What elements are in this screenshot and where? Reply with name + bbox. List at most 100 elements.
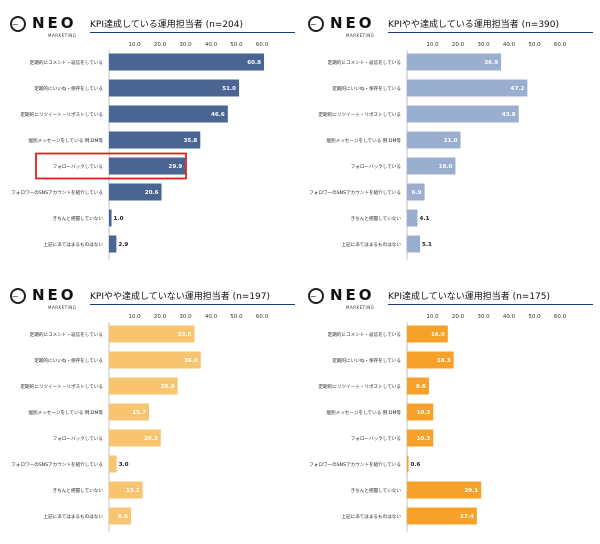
bar-chart-1: 10.0 20.0 30.0 40.0 50.0 60.0 定期的にコメント・返信をしている… [11,42,269,260]
category-label: きちんと把握していない [53,487,104,494]
logo-circle-icon [308,288,324,304]
neo-marketing-logo: ~ NEO MARKETING [10,286,100,310]
x-tick-label: 40.0 [503,314,516,320]
x-tick-label: 20.0 [154,314,167,320]
bar-value-label: 13.2 [126,488,140,494]
bar [407,79,528,97]
bar [109,455,117,473]
bar [109,157,186,175]
bar-value-label: 21.0 [444,138,458,144]
bar-chart-2: 10.0 20.0 30.0 40.0 50.0 60.0 定期的にコメント・返信をしている… [309,42,567,260]
x-tick-label: 20.0 [154,42,167,48]
bar [407,507,477,525]
neo-marketing-logo: ~ NEO MARKETING [308,14,398,38]
logo-word: NEO [32,14,77,32]
title-underline [388,32,593,33]
bar [109,235,117,253]
bar [109,131,201,149]
bar-value-label: 46.6 [211,112,225,118]
chart-title: KPIやや達成していない運用担当者 (n=197) [90,292,271,302]
chart-panel-1: ~ NEO MARKETING KPI達成している運用担当者 (n=204) 1… [4,4,300,272]
category-label: フォローバックしている [53,436,103,442]
logo-circle-icon [10,288,26,304]
chart-panel-4: ~ NEO MARKETING KPI達成していない運用担当者 (n=175) … [302,276,598,544]
bar-value-label: 36.9 [484,60,498,66]
bar [109,403,150,421]
logo-wave-icon: ~ [12,20,19,29]
category-label: きちんと把握していない [351,487,402,494]
category-label: フォロワーのSNSアカウントを紹介している [309,189,401,196]
bar [109,481,143,499]
category-label: 定期的にリツイート・リポストしている [318,111,401,118]
bar-value-label: 60.8 [247,60,261,66]
bar [109,53,265,71]
bar-value-label: 4.1 [419,216,429,222]
logo-word: NEO [330,286,375,304]
bar-value-label: 8.6 [118,514,128,520]
bar [407,131,461,149]
bar-value-label: 3.0 [119,462,129,468]
x-tick-label: 50.0 [528,314,541,320]
x-tick-label: 10.0 [426,42,439,48]
bar-value-label: 5.1 [422,242,432,248]
bar-value-label: 51.0 [222,86,236,92]
bar [109,105,228,123]
x-tick-label: 40.0 [205,42,218,48]
category-label: きちんと把握していない [53,215,104,222]
bar [109,377,178,395]
bar [407,183,425,201]
neo-marketing-logo: ~ NEO MARKETING [10,14,100,38]
category-label: 個別メッセージをしている 例:DM等 [326,137,401,144]
bar [407,105,519,123]
x-tick-label: 60.0 [256,314,269,320]
x-tick-label: 30.0 [477,314,490,320]
bar-value-label: 6.9 [412,190,422,196]
neo-marketing-logo: ~ NEO MARKETING [308,286,398,310]
bar-value-label: 16.0 [431,332,445,338]
category-label: 定期的にコメント・返信をしている [30,59,103,66]
title-underline [90,304,295,305]
bar [109,79,240,97]
x-tick-label: 30.0 [179,42,192,48]
title-underline [388,304,593,305]
bar-value-label: 47.2 [511,86,525,92]
bar-value-label: 0.6 [411,462,421,468]
category-label: 定期的にいいね・保存をしている [34,85,103,92]
bar [407,157,456,175]
bar-value-label: 19.0 [439,164,453,170]
bar-value-label: 29.9 [168,164,182,170]
x-tick-label: 10.0 [128,314,141,320]
x-tick-label: 40.0 [503,42,516,48]
category-label: フォローバックしている [351,164,401,170]
bar-chart-3: 10.0 20.0 30.0 40.0 50.0 60.0 定期的にコメント・返信をしている… [11,314,269,532]
highlight-box [35,152,187,180]
chart-title: KPI達成している運用担当者 (n=204) [90,20,244,30]
bar [407,209,418,227]
chart-title: KPIやや達成している運用担当者 (n=390) [388,20,560,30]
bar [109,429,161,447]
category-label: 定期的にリツイート・リポストしている [20,111,103,118]
x-tick-label: 10.0 [128,42,141,48]
bar-value-label: 10.3 [416,436,430,442]
category-label: 定期的にコメント・返信をしている [30,331,103,338]
category-label: フォロワーのSNSアカウントを紹介している [11,461,103,468]
category-label: 定期的にいいね・保存をしている [34,357,103,364]
logo-wave-icon: ~ [310,292,317,301]
chart-panel-3: ~ NEO MARKETING KPIやや達成していない運用担当者 (n=197… [4,276,300,544]
bar [109,209,112,227]
category-label: 上記にあてはまるものはない [43,241,103,248]
logo-circle-icon [308,16,324,32]
bar-value-label: 29.1 [464,488,478,494]
logo-circle-icon [10,16,26,32]
bar [407,235,421,253]
bar-value-label: 26.9 [161,384,175,390]
bar-value-label: 2.9 [118,242,128,248]
x-tick-label: 20.0 [452,42,465,48]
x-tick-label: 30.0 [179,314,192,320]
category-label: 定期的にいいね・保存をしている [332,85,401,92]
category-label: 個別メッセージをしている 例:DM等 [28,409,103,416]
logo-subtitle: MARKETING [48,305,77,310]
category-label: 定期的にコメント・返信をしている [328,331,401,338]
bar-value-label: 8.6 [416,384,426,390]
bar [109,351,201,369]
